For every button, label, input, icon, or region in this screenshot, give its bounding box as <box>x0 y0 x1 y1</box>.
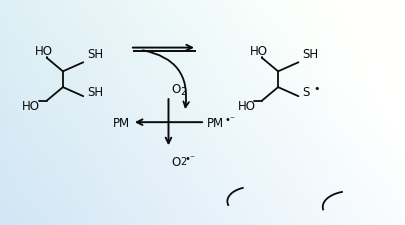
Text: PM: PM <box>113 116 130 129</box>
Text: SH: SH <box>87 86 103 99</box>
Text: SH: SH <box>87 47 103 61</box>
Text: O: O <box>171 155 181 168</box>
Text: HO: HO <box>237 99 255 112</box>
Text: HO: HO <box>249 45 267 58</box>
FancyArrowPatch shape <box>143 51 188 108</box>
Text: 2: 2 <box>180 87 186 97</box>
Text: O: O <box>171 83 181 96</box>
Text: •⁻: •⁻ <box>224 115 234 125</box>
Text: •: • <box>313 83 320 93</box>
Text: PM: PM <box>207 116 224 129</box>
Text: SH: SH <box>302 47 318 61</box>
Text: 2: 2 <box>180 156 186 166</box>
Text: HO: HO <box>34 45 52 58</box>
Text: HO: HO <box>22 99 40 112</box>
Text: S: S <box>302 86 309 99</box>
Text: •⁻: •⁻ <box>184 153 195 163</box>
